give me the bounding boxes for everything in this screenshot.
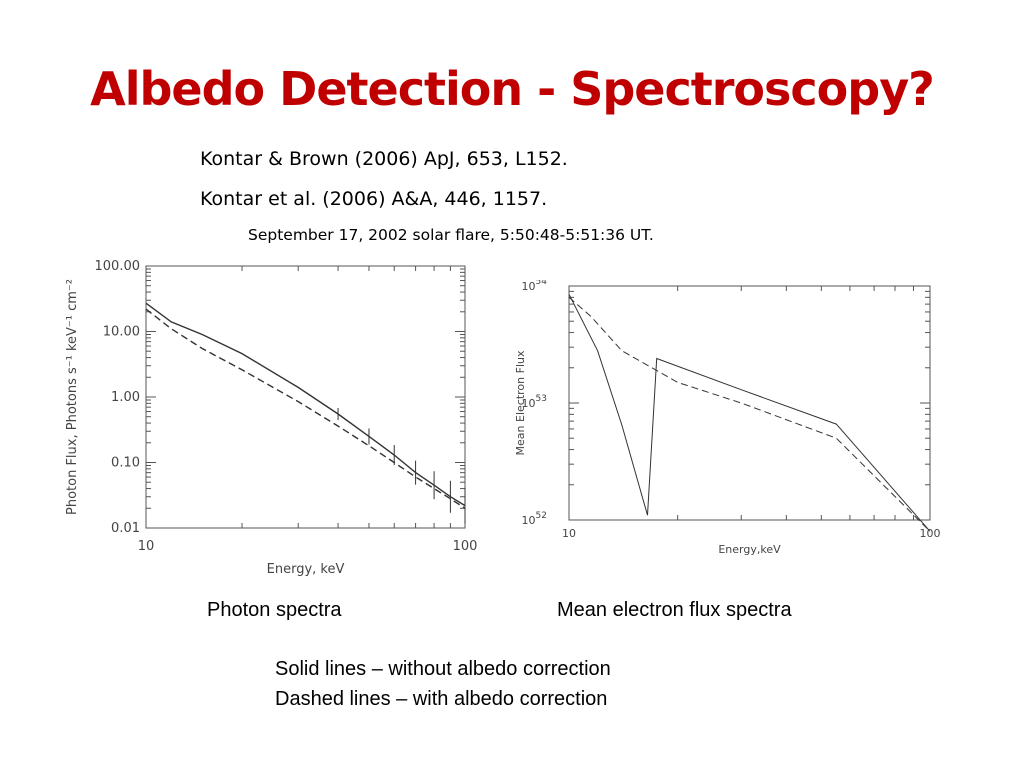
reference-2: Kontar et al. (2006) A&A, 446, 1157. bbox=[200, 188, 548, 210]
y-axis-title: Photon Flux, Photons s⁻¹ keV⁻¹ cm⁻² bbox=[65, 279, 80, 515]
slide-title: Albedo Detection - Spectroscopy? bbox=[90, 62, 935, 116]
y-tick-label: 0.01 bbox=[111, 521, 140, 536]
series-line-solid bbox=[145, 302, 466, 507]
reference-1: Kontar & Brown (2006) ApJ, 653, L152. bbox=[200, 148, 568, 170]
y-tick-label: 100.00 bbox=[95, 259, 141, 274]
electron-flux-caption: Mean electron flux spectra bbox=[557, 599, 792, 621]
y-tick-label: 10.00 bbox=[103, 325, 140, 340]
y-tick-label: 1052 bbox=[522, 511, 547, 527]
x-tick-label: 100 bbox=[453, 539, 478, 554]
x-tick-label: 10 bbox=[138, 539, 155, 554]
plot-frame bbox=[568, 285, 931, 521]
series-line-dashed bbox=[568, 296, 931, 532]
series-line-solid bbox=[568, 294, 931, 532]
x-axis-title: Energy, keV bbox=[267, 562, 345, 577]
photon-spectra-chart: 10 100 100.00 10.00 1.00 0.10 0.01 Energy, keV P… bbox=[65, 259, 478, 577]
y-tick-label: 1054 bbox=[522, 280, 548, 293]
x-tick-label: 100 bbox=[920, 527, 941, 540]
electron-flux-chart: 10 100 1054 1053 1052 Energy,keV Mean Electron… bbox=[514, 280, 941, 556]
series-line-dashed bbox=[145, 308, 466, 509]
y-tick-label: 1053 bbox=[522, 394, 547, 410]
dashed-lines-note: Dashed lines – with albedo correction bbox=[275, 688, 608, 710]
y-tick-label: 0.10 bbox=[111, 456, 140, 471]
event-description: September 17, 2002 solar flare, 5:50:48-… bbox=[248, 226, 654, 244]
x-tick-label: 10 bbox=[562, 527, 576, 540]
y-tick-label: 1.00 bbox=[111, 390, 140, 405]
y-axis-title: Mean Electron Flux bbox=[514, 350, 527, 455]
x-axis-title: Energy,keV bbox=[718, 543, 781, 556]
plot-frame bbox=[145, 265, 466, 529]
photon-spectra-caption: Photon spectra bbox=[207, 599, 342, 621]
solid-lines-note: Solid lines – without albedo correction bbox=[275, 658, 611, 680]
